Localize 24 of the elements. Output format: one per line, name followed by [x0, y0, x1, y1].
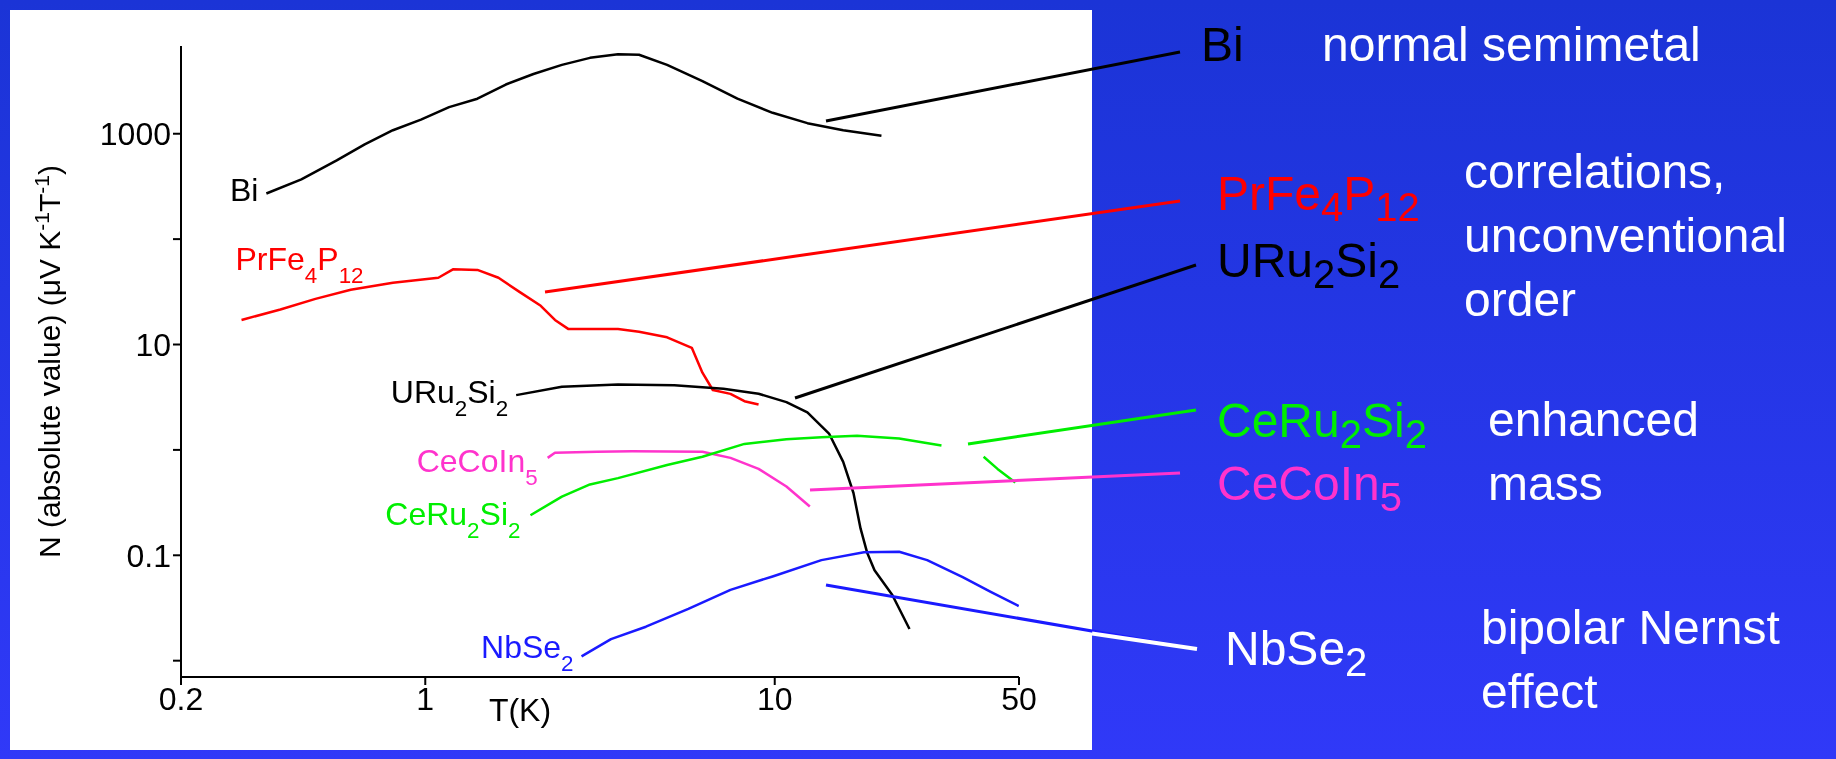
series-label: Bi: [229, 172, 259, 209]
y-tick-label: 10: [135, 326, 171, 363]
text: NbSe$_{2}$: [1225, 621, 1368, 686]
text: normal semimetal: [1322, 17, 1701, 73]
text: URu$_{2}$Si$_{2}$: [1217, 233, 1401, 298]
series-label: CeRu$_{2}$Si$_{2}$: [385, 496, 521, 543]
text: Bi: [1201, 17, 1244, 73]
y-tick-label: 0.1: [126, 537, 171, 574]
text: enhanced mass: [1488, 392, 1700, 512]
text: PrFe$_{4}$P$_{12}$: [1217, 167, 1420, 229]
text: CeCoIn$_{5}$: [1217, 457, 1402, 519]
y-tick-label: 1000: [99, 116, 171, 153]
x-tick-label: 0.2: [158, 680, 204, 717]
x-axis-title: T(K): [488, 692, 552, 728]
series-label: URu$_{2}$Si$_{2}$: [390, 374, 509, 421]
x-tick-label: 50: [1001, 680, 1037, 717]
x-tick-label: 1: [416, 680, 435, 717]
text: bipolar Nernst effect: [1481, 600, 1781, 720]
series-label: CeCoIn$_{5}$: [416, 442, 538, 490]
text: CeRu$_{2}$Si$_{2}$: [1217, 394, 1427, 456]
text: correlations, unconventional order: [1464, 144, 1788, 328]
series-label: PrFe$_{4}$P$_{12}$: [235, 240, 364, 288]
series-label: NbSe$_{2}$: [481, 629, 574, 676]
x-tick-label: 10: [756, 680, 793, 717]
